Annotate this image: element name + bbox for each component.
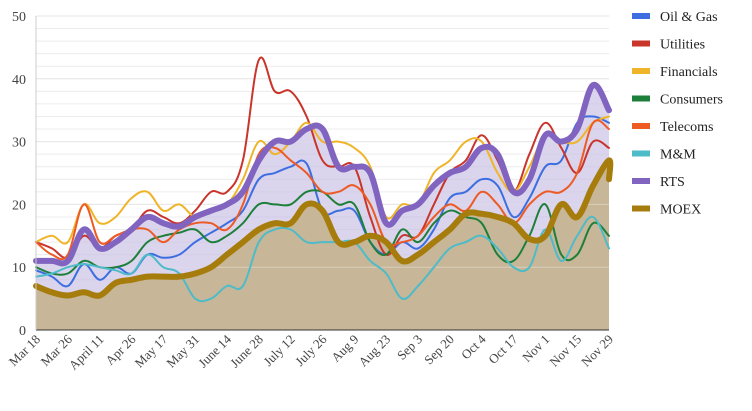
x-tick-label: May 31 (163, 332, 202, 371)
legend-label: Telecoms (660, 120, 713, 135)
legend-label: Oil & Gas (660, 10, 718, 25)
legend-item-telecoms: Telecoms (632, 120, 713, 135)
y-tick-label: 0 (19, 324, 26, 339)
x-tick-label: April 11 (66, 332, 107, 373)
x-tick-label: July 12 (260, 332, 297, 369)
x-tick-label: Oct 4 (458, 331, 489, 362)
legend-swatch (632, 205, 650, 212)
legend-item-consumers: Consumers (632, 93, 723, 108)
line-layer (33, 56, 614, 303)
x-tick-label: June 14 (195, 331, 234, 370)
x-tick-label: Aug 23 (355, 332, 393, 370)
legend-item-moex: MOEX (632, 203, 701, 218)
legend-label: M&M (660, 148, 696, 163)
legend-swatch (632, 95, 650, 102)
x-tick-label: Nov 29 (578, 332, 616, 370)
legend-label: Consumers (660, 93, 723, 108)
x-tick-label: Nov 15 (546, 332, 584, 370)
legend-swatch (632, 178, 650, 184)
x-tick-label: May 17 (131, 331, 170, 370)
legend-label: MOEX (660, 203, 701, 218)
axis-layer (35, 16, 609, 331)
legend-item-financials: Financials (632, 65, 718, 80)
y-tick-label: 20 (12, 198, 26, 213)
y-tick-labels: 0 10 20 30 40 50 (12, 10, 26, 339)
y-tick-label: 50 (12, 10, 26, 25)
series-line-m-m (35, 215, 610, 303)
legend-label: Financials (660, 65, 718, 80)
series-line-rts (33, 82, 612, 267)
legend-item-oil-gas: Oil & Gas (632, 10, 718, 25)
legend-swatch (632, 68, 650, 74)
legend-item-m-m: M&M (632, 148, 696, 163)
legend: Oil & Gas Utilities Financials Consumers Tel… (632, 10, 723, 218)
legend-swatch (632, 40, 650, 47)
legend-swatch (632, 123, 650, 129)
y-tick-label: 30 (12, 136, 26, 151)
x-tick-label: Sep 20 (421, 332, 457, 368)
series-line-moex (33, 157, 614, 299)
x-tick-label: Sep 3 (394, 332, 425, 363)
area-moex (36, 160, 611, 330)
legend-label: Utilities (660, 38, 705, 53)
legend-item-rts: RTS (632, 175, 685, 190)
legend-item-utilities: Utilities (632, 38, 705, 53)
x-tick-label: July 26 (292, 331, 330, 369)
x-tick-label: June 28 (227, 332, 266, 371)
x-tick-label: Oct 17 (485, 331, 521, 367)
y-tick-label: 10 (12, 261, 26, 276)
y-tick-label: 40 (12, 73, 26, 88)
legend-label: RTS (660, 175, 685, 190)
legend-swatch (632, 150, 650, 157)
legend-swatch (632, 13, 650, 19)
